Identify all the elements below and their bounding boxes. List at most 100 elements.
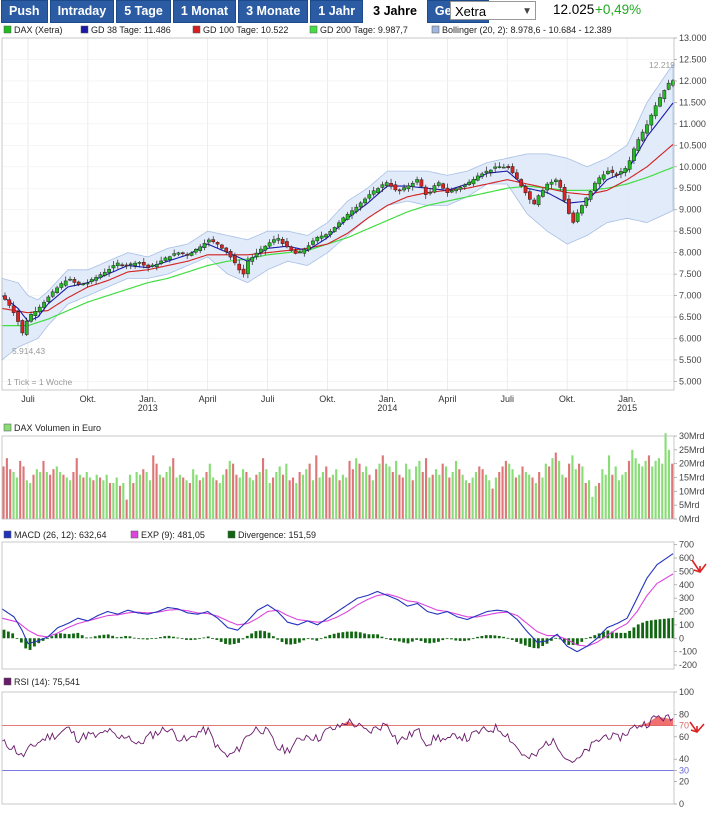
volume-bar [428, 477, 431, 519]
tab-1-monat[interactable]: 1 Monat [172, 0, 237, 23]
y-tick-label: 300 [679, 593, 694, 603]
volume-bar [621, 474, 624, 519]
panel-frame [1, 691, 675, 805]
candle [298, 251, 302, 254]
y-tick-label: 30 [679, 765, 689, 775]
volume-bar [205, 471, 208, 519]
divergence-bar [245, 635, 249, 639]
extreme-annotation: 12.219 [649, 60, 675, 70]
candle [541, 189, 545, 197]
divergence-bar [358, 632, 362, 639]
tab-3-monate[interactable]: 3 Monate [238, 0, 309, 23]
volume-bar [62, 474, 65, 519]
volume-bar [2, 466, 5, 519]
candle [402, 187, 406, 191]
volume-bar [431, 474, 434, 519]
volume-bar [421, 471, 424, 519]
divergence-bar [384, 638, 388, 640]
volume-bar [318, 477, 321, 519]
volume-bar [548, 466, 551, 519]
volume-bar [145, 471, 148, 519]
x-tick-label: Okt. [559, 394, 576, 404]
tab-intraday[interactable]: Intraday [49, 0, 115, 23]
candle [98, 274, 103, 278]
volume-bar [32, 474, 35, 519]
candle [107, 269, 111, 273]
divergence-bar [276, 638, 280, 640]
candle [436, 182, 441, 186]
candle [428, 192, 432, 194]
volume-chart: DAX Volumen in Euro 30Mrd 25Mrd 20Mrd 15Mrd 1… [1, 423, 705, 524]
volume-bar [331, 474, 334, 519]
candle [497, 166, 502, 168]
candle [662, 90, 667, 99]
candle [389, 183, 393, 187]
volume-bar [105, 474, 108, 519]
tab-5-tage[interactable]: 5 Tage [116, 0, 171, 23]
divergence-bar [293, 638, 297, 644]
y-tick-label: 70 [679, 721, 689, 731]
divergence-bar [258, 630, 262, 639]
tab-3-jahre[interactable]: 3 Jahre [365, 0, 425, 23]
volume-bar [594, 485, 597, 519]
divergence-bar [558, 638, 562, 640]
volume-bar [29, 483, 32, 519]
volume-bar [122, 483, 125, 519]
y-tick-label: 600 [679, 553, 694, 563]
volume-bar [395, 460, 398, 519]
x-tick-label: Jan. [139, 394, 156, 404]
candle [42, 302, 46, 308]
candle [645, 124, 649, 134]
divergence-bar [163, 636, 167, 639]
volume-bar [588, 480, 591, 519]
candle [33, 311, 38, 317]
volume-bar [351, 469, 354, 519]
tab-push[interactable]: Push [1, 0, 48, 23]
candle [545, 183, 550, 191]
volume-bar [95, 474, 98, 519]
candle [593, 182, 597, 191]
divergence-bar [393, 638, 397, 641]
volume-bar [25, 480, 28, 519]
divergence-bar [454, 638, 458, 641]
divergence-bar [506, 637, 510, 639]
volume-bar [634, 458, 637, 519]
divergence-bar [150, 638, 154, 640]
y-tick-label: 12.500 [679, 54, 707, 64]
volume-bar [288, 480, 291, 519]
volume-bar [155, 463, 158, 519]
candle [215, 242, 220, 245]
volume-bar [42, 460, 45, 519]
candle [254, 252, 259, 257]
divergence-bar [158, 637, 162, 639]
divergence-bar [176, 637, 180, 639]
legend-swatch [431, 25, 440, 34]
volume-bar [611, 474, 614, 519]
candle [623, 168, 628, 173]
volume-bar [142, 469, 145, 519]
y-tick-label: 7.500 [679, 269, 702, 279]
volume-bar [162, 477, 165, 519]
volume-bar [368, 474, 371, 519]
volume-bar [305, 469, 308, 519]
volume-bar [98, 477, 102, 519]
y-tick-label: 0 [679, 799, 684, 809]
x-tick-label: Okt. [80, 394, 97, 404]
volume-bar [265, 469, 268, 519]
y-tick-label: 9.500 [679, 183, 702, 193]
volume-bar [278, 466, 281, 519]
volume-bar [558, 460, 561, 519]
candle [85, 282, 90, 285]
y-tick-label: 6.500 [679, 312, 702, 322]
legend-label: Bollinger (20, 2): 8.978,6 - 10.684 - 12… [442, 25, 612, 35]
tab-1-jahr[interactable]: 1 Jahr [310, 0, 364, 23]
candle [580, 205, 584, 214]
exchange-select[interactable]: Xetra ▼ [450, 1, 536, 20]
volume-bar [108, 483, 112, 519]
candle [562, 187, 567, 201]
y-tick-label: 8.000 [679, 248, 702, 258]
volume-bar [175, 477, 178, 519]
candle [133, 262, 137, 266]
candle [202, 242, 207, 248]
divergence-bar [211, 638, 214, 639]
